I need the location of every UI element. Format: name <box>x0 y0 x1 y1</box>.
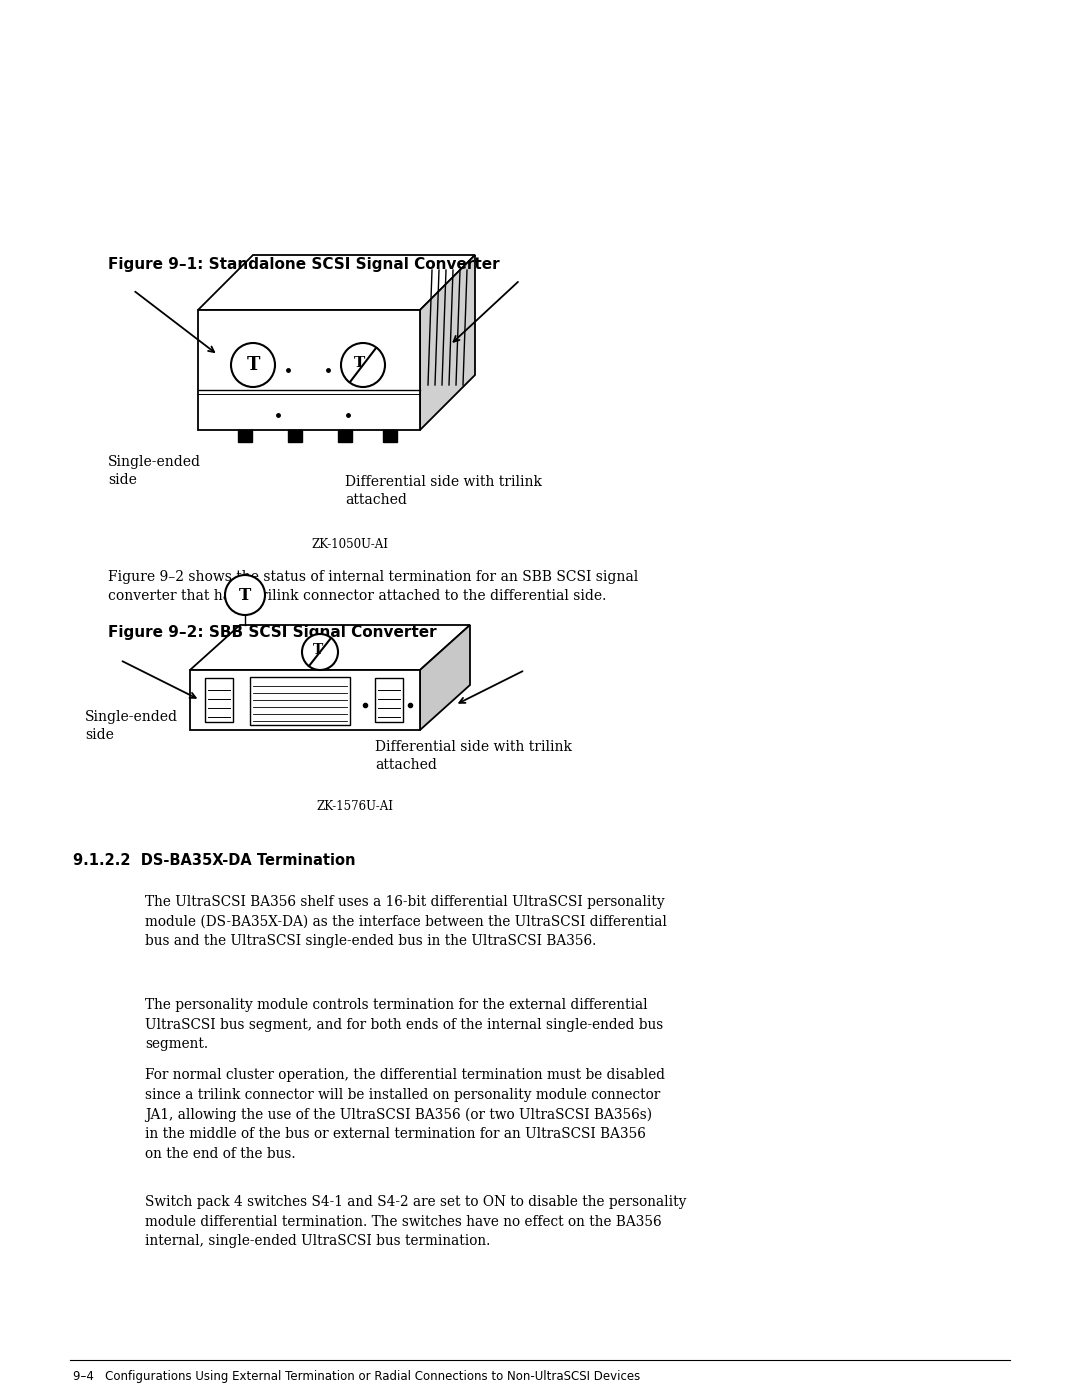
Polygon shape <box>420 256 475 430</box>
Bar <box>249 678 350 725</box>
Polygon shape <box>190 624 470 671</box>
Text: The personality module controls termination for the external differential
UltraS: The personality module controls terminat… <box>145 997 663 1051</box>
Bar <box>205 678 233 722</box>
Circle shape <box>302 634 338 671</box>
Circle shape <box>341 344 384 387</box>
Text: Figure 9–2 shows the status of internal termination for an SBB SCSI signal
conve: Figure 9–2 shows the status of internal … <box>108 570 638 604</box>
Bar <box>238 430 252 441</box>
Text: Switch pack 4 switches S4-1 and S4-2 are set to ON to disable the personality
mo: Switch pack 4 switches S4-1 and S4-2 are… <box>145 1194 687 1248</box>
Text: Differential side with trilink
attached: Differential side with trilink attached <box>375 740 572 773</box>
Text: The UltraSCSI BA356 shelf uses a 16-bit differential UltraSCSI personality
modul: The UltraSCSI BA356 shelf uses a 16-bit … <box>145 895 666 949</box>
Bar <box>288 430 302 441</box>
Text: Differential side with trilink
attached: Differential side with trilink attached <box>345 475 542 507</box>
Circle shape <box>231 344 275 387</box>
Text: Figure 9–1: Standalone SCSI Signal Converter: Figure 9–1: Standalone SCSI Signal Conve… <box>108 257 500 272</box>
Polygon shape <box>198 256 475 310</box>
Polygon shape <box>198 310 420 430</box>
Circle shape <box>225 576 265 615</box>
Text: T: T <box>246 356 259 374</box>
Text: Single-ended
side: Single-ended side <box>85 710 178 742</box>
Text: T: T <box>354 356 366 370</box>
Polygon shape <box>420 624 470 731</box>
Bar <box>383 430 397 441</box>
Text: Single-ended
side: Single-ended side <box>108 455 201 488</box>
Text: T: T <box>239 587 252 604</box>
Text: Figure 9–2: SBB SCSI Signal Converter: Figure 9–2: SBB SCSI Signal Converter <box>108 624 436 640</box>
Text: For normal cluster operation, the differential termination must be disabled
sinc: For normal cluster operation, the differ… <box>145 1067 665 1161</box>
Text: T: T <box>313 643 323 657</box>
Text: 9–4   Configurations Using External Termination or Radial Connections to Non-Ult: 9–4 Configurations Using External Termin… <box>73 1370 640 1383</box>
Text: ZK-1050U-AI: ZK-1050U-AI <box>311 538 389 550</box>
Bar <box>375 678 403 722</box>
Text: ZK-1576U-AI: ZK-1576U-AI <box>316 800 393 813</box>
Text: 9.1.2.2  DS-BA35X-DA Termination: 9.1.2.2 DS-BA35X-DA Termination <box>73 854 355 868</box>
Bar <box>338 430 352 441</box>
Polygon shape <box>190 671 420 731</box>
